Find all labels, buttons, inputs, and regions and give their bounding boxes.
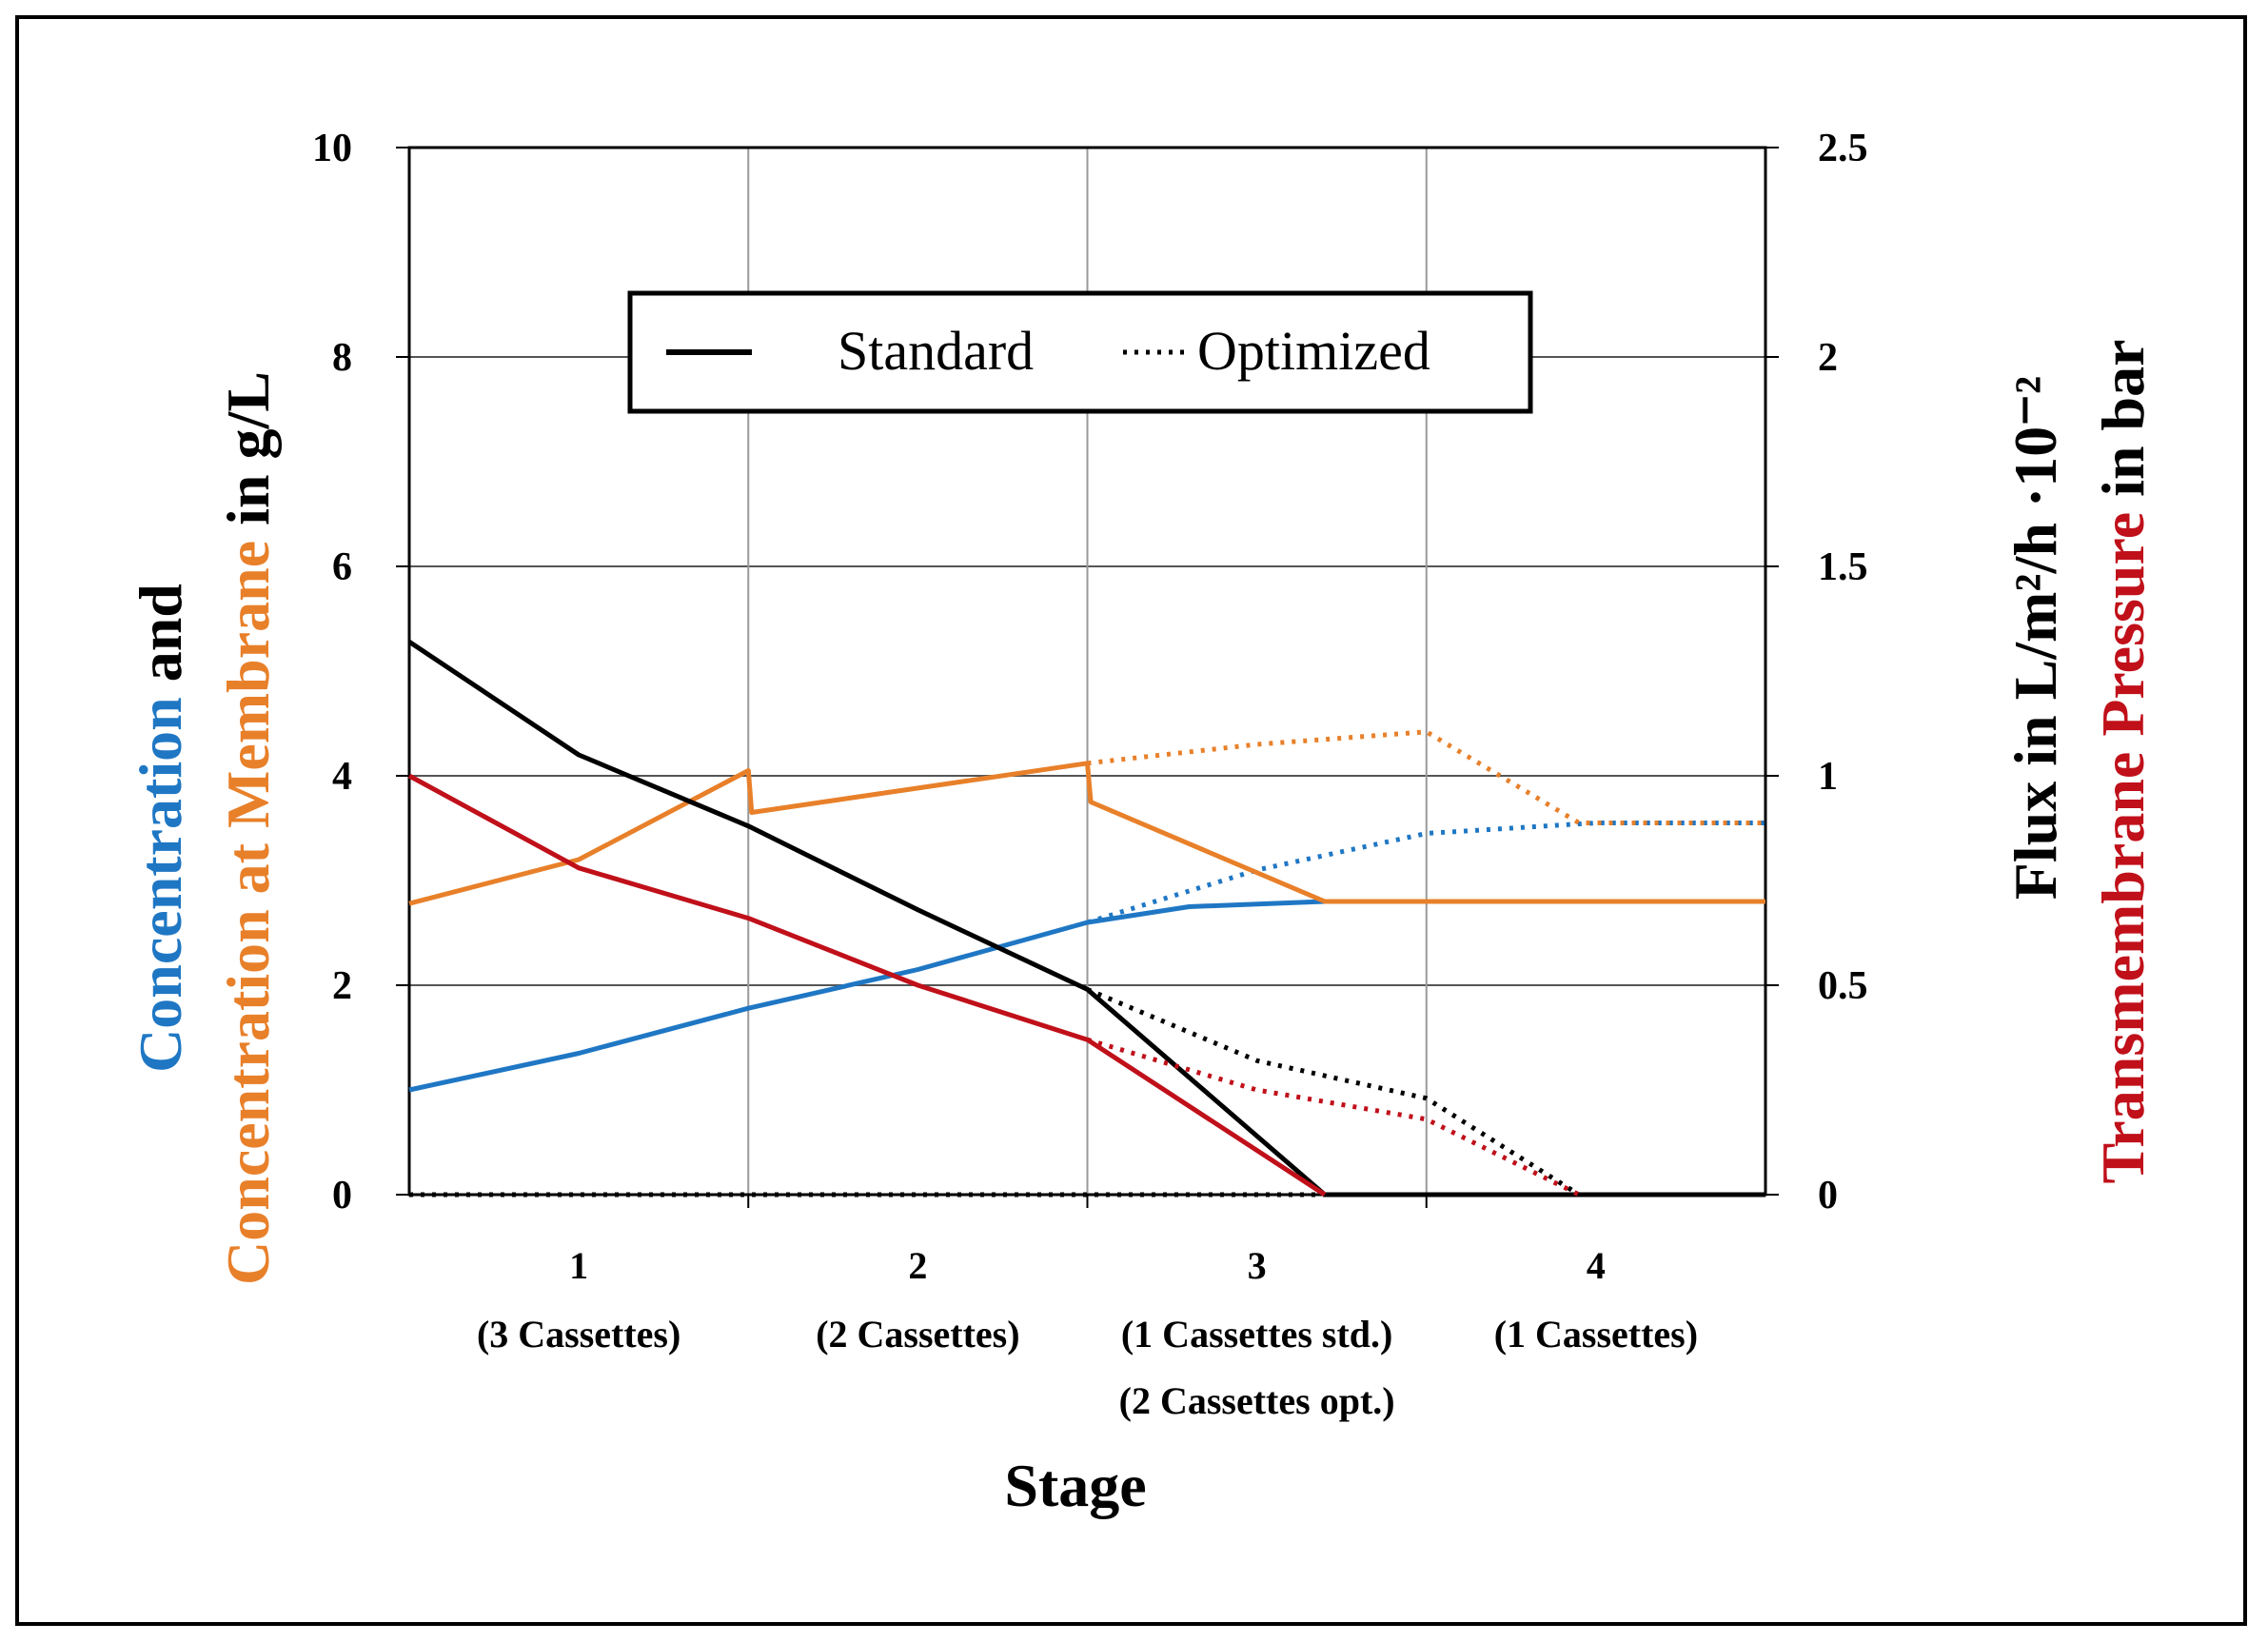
- bar-units-label: in bar: [2089, 339, 2157, 511]
- stage-labels: 1 (3 Cassettes) 2 (2 Cassettes) 3 (1 Cassette…: [477, 1244, 1698, 1422]
- series-tmp-standard: [407, 773, 1327, 1198]
- left-tick-label: 2: [332, 964, 352, 1008]
- stage-description: (2 Cassettes): [816, 1313, 1019, 1356]
- stage-description: (2 Cassettes opt.): [1119, 1379, 1395, 1422]
- series-flux-optimized: [1086, 987, 1765, 1198]
- stage-description: (1 Cassettes): [1494, 1313, 1698, 1356]
- membrane-concentration-label: Concentration at Membrane: [214, 541, 282, 1285]
- series-concentration-at-membrane-standard: [408, 761, 1765, 906]
- stage-number: 2: [908, 1244, 927, 1287]
- right-axis-title-line-1: Flux in L/m²/h ·10⁻²: [2002, 376, 2069, 901]
- right-axis-title-line-2: Transmembrane Pressure in bar: [2089, 339, 2157, 1183]
- right-axis-ticks: 0 0.5 1 1.5 2 2.5: [1765, 127, 1868, 1217]
- stage-description: (3 Cassettes): [477, 1313, 680, 1356]
- right-tick-label: 2: [1818, 336, 1838, 380]
- x-axis-title: Stage: [1004, 1452, 1146, 1519]
- legend-standard-label: Standard: [838, 320, 1034, 382]
- legend-box: [627, 290, 1533, 414]
- right-tick-label: 1.5: [1818, 545, 1868, 589]
- series-concentration-standard: [408, 899, 1765, 1093]
- right-tick-label: 0: [1818, 1174, 1838, 1217]
- left-axis-title-line-1: Concentration at Membrane in g/L: [214, 371, 282, 1285]
- plot-area: [407, 146, 1767, 1197]
- figure-frame: [15, 15, 2247, 1626]
- left-tick-label: 6: [332, 545, 352, 589]
- stage-description: (1 Cassettes std.): [1121, 1313, 1393, 1356]
- legend-optimized-label: Optimized: [1197, 320, 1430, 382]
- left-axis-ticks: 0 2 4 6 8 10: [312, 127, 409, 1217]
- concentration-label: Concentration: [127, 697, 194, 1073]
- left-tick-label: 10: [312, 127, 352, 170]
- left-tick-label: 4: [332, 755, 352, 799]
- units-label: in g/L: [214, 371, 282, 541]
- series-tmp-optimized: [1086, 1037, 1581, 1198]
- right-tick-label: 2.5: [1818, 127, 1868, 170]
- tmp-label: Transmembrane Pressure: [2089, 512, 2157, 1184]
- legend: Standard Optimized: [627, 290, 1533, 414]
- left-tick-label: 8: [332, 336, 352, 380]
- series-layer: [407, 640, 1765, 1198]
- stage-number: 1: [569, 1244, 588, 1287]
- and-label: and: [127, 584, 194, 697]
- right-tick-label: 0.5: [1818, 964, 1868, 1008]
- stage-number: 3: [1248, 1244, 1267, 1287]
- left-tick-label: 0: [332, 1174, 352, 1217]
- left-axis-title-line-2: Concentration and: [127, 584, 194, 1073]
- right-tick-label: 1: [1818, 755, 1838, 799]
- stage-number: 4: [1587, 1244, 1606, 1287]
